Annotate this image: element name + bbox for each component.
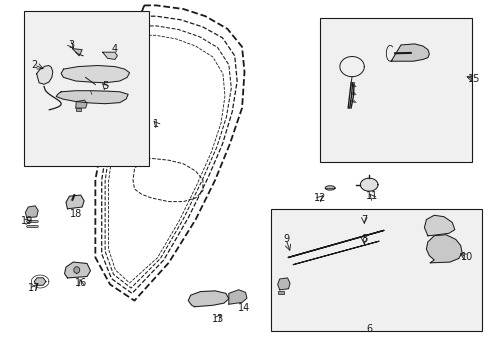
Text: 4: 4: [112, 44, 118, 54]
Bar: [320, 18, 471, 162]
Text: 1: 1: [153, 119, 159, 129]
Text: 8: 8: [361, 234, 366, 244]
Polygon shape: [34, 278, 46, 285]
Text: 3: 3: [68, 40, 74, 50]
Polygon shape: [76, 100, 87, 108]
Polygon shape: [61, 66, 129, 83]
Text: 17: 17: [28, 283, 41, 293]
Polygon shape: [390, 44, 428, 61]
Polygon shape: [360, 178, 377, 191]
Polygon shape: [426, 235, 461, 263]
Polygon shape: [424, 215, 454, 236]
Text: 13: 13: [211, 314, 224, 324]
Bar: [277, 291, 283, 294]
Text: 15: 15: [467, 74, 480, 84]
Text: 18: 18: [69, 209, 82, 219]
Text: 5: 5: [102, 81, 108, 91]
Polygon shape: [66, 195, 84, 209]
Polygon shape: [325, 186, 334, 190]
Polygon shape: [277, 278, 289, 290]
Ellipse shape: [74, 267, 80, 273]
Polygon shape: [102, 52, 117, 59]
Text: 9: 9: [283, 234, 288, 244]
Polygon shape: [64, 262, 90, 278]
Polygon shape: [25, 206, 38, 218]
Text: 6: 6: [366, 324, 371, 334]
Polygon shape: [188, 291, 228, 307]
Bar: [76, 108, 81, 111]
Text: 19: 19: [20, 216, 33, 226]
Bar: [24, 11, 149, 166]
Polygon shape: [56, 91, 128, 104]
Polygon shape: [228, 290, 246, 304]
Text: 2: 2: [31, 60, 37, 70]
Text: 7: 7: [361, 215, 366, 225]
Text: 10: 10: [460, 252, 472, 262]
Text: 14: 14: [238, 303, 250, 313]
Text: 12: 12: [313, 193, 326, 203]
Polygon shape: [72, 49, 82, 56]
Text: 16: 16: [74, 278, 87, 288]
Text: 11: 11: [365, 191, 377, 201]
Bar: [271, 209, 481, 331]
Polygon shape: [37, 66, 53, 84]
